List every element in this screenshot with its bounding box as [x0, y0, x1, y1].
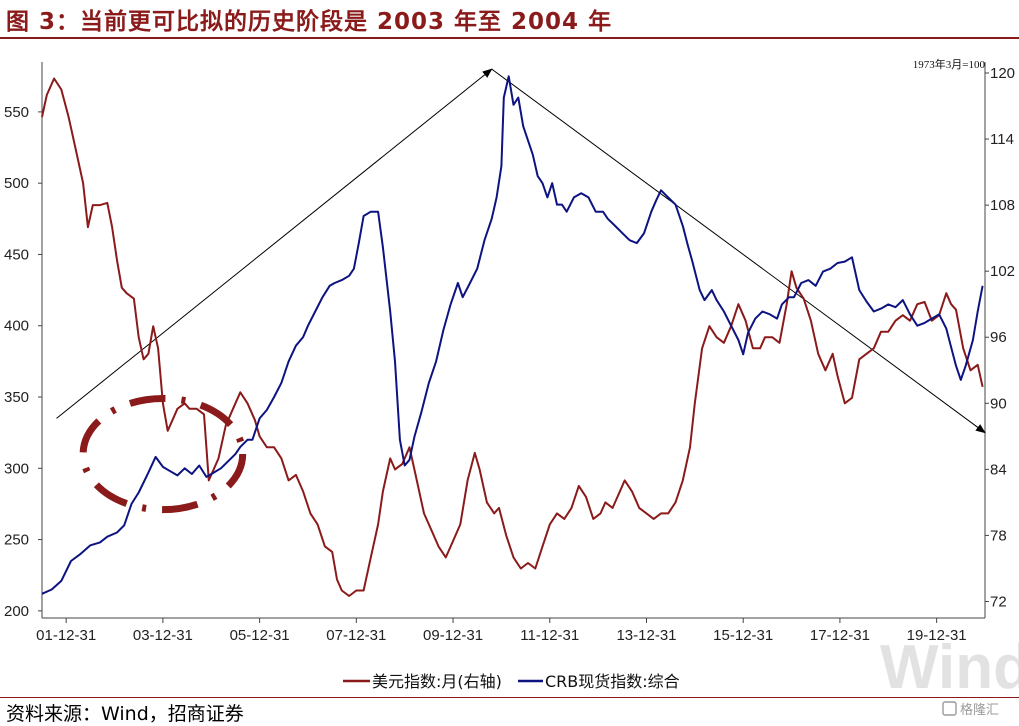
x-tick-label: 11-12-31	[520, 627, 579, 644]
x-tick-label: 19-12-31	[907, 627, 967, 644]
x-tick-label: 13-12-31	[616, 627, 676, 644]
legend-label-usd: 美元指数:月(右轴)	[372, 672, 502, 691]
legend: 美元指数:月(右轴) CRB现货指数:综合	[343, 672, 680, 691]
page-title: 图 3：当前更可比拟的历史阶段是 2003 年至 2004 年	[6, 9, 613, 35]
trend-arrow-1	[56, 68, 493, 419]
y-left-tick-label: 400	[4, 318, 29, 335]
corner-logo: 格隆汇	[942, 701, 999, 718]
y-right-tick-label: 96	[990, 329, 1007, 346]
chart-axes: 200 250 300 350 400 450 500 550 72 78 84 90 96 102 108…	[4, 62, 1015, 644]
legend-label-crb: CRB现货指数:综合	[545, 672, 680, 691]
series-line-usd	[41, 77, 984, 597]
y-left-tick-label: 350	[4, 389, 29, 406]
x-tick-label: 15-12-31	[713, 627, 773, 644]
trend-arrow-2	[491, 68, 986, 434]
source-note: 资料来源：Wind，招商证券	[6, 703, 244, 725]
y-right-tick-label: 84	[990, 461, 1007, 478]
y-left-tick-label: 450	[4, 246, 29, 263]
chart-series	[41, 75, 984, 597]
logo-icon	[942, 701, 957, 716]
y-right-tick-label: 90	[990, 395, 1007, 412]
logo-text: 格隆汇	[960, 702, 999, 718]
title-divider	[0, 37, 1019, 39]
unit-note: 1973年3月=100	[913, 57, 986, 71]
y-left-tick-label: 300	[4, 460, 29, 477]
series-line-crb	[41, 75, 984, 595]
x-tick-label: 05-12-31	[230, 627, 290, 644]
y-right-tick-label: 120	[990, 65, 1015, 82]
y-right-tick-label: 78	[990, 527, 1007, 544]
x-tick-label: 03-12-31	[133, 627, 193, 644]
y-left-tick-label: 250	[4, 532, 29, 549]
y-left-tick-label: 200	[4, 603, 29, 620]
y-right-tick-label: 72	[990, 593, 1007, 610]
y-right-tick-label: 108	[990, 197, 1015, 214]
source-divider	[0, 697, 1019, 698]
x-tick-label: 17-12-31	[810, 627, 870, 644]
y-right-tick-label: 102	[990, 263, 1015, 280]
x-tick-label: 01-12-31	[36, 627, 96, 644]
watermark: Wind	[880, 633, 1019, 702]
chart-annotations	[56, 68, 986, 514]
y-left-tick-label: 500	[4, 175, 29, 192]
y-left-tick-label: 550	[4, 104, 29, 121]
y-right-tick-label: 114	[990, 131, 1014, 148]
x-tick-label: 09-12-31	[423, 627, 483, 644]
x-tick-label: 07-12-31	[326, 627, 386, 644]
